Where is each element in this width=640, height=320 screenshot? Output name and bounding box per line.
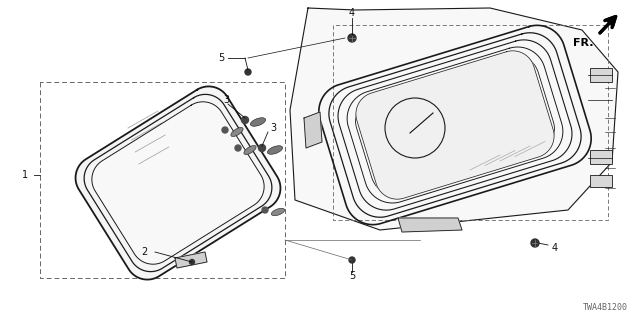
Circle shape xyxy=(241,116,248,124)
Circle shape xyxy=(235,145,241,151)
Polygon shape xyxy=(175,252,207,268)
Polygon shape xyxy=(398,218,462,232)
Ellipse shape xyxy=(231,127,243,137)
Text: TWA4B1200: TWA4B1200 xyxy=(583,303,628,312)
Circle shape xyxy=(189,260,195,265)
Polygon shape xyxy=(347,47,563,203)
Bar xyxy=(590,175,612,187)
Circle shape xyxy=(349,257,355,263)
Ellipse shape xyxy=(250,118,266,126)
Polygon shape xyxy=(92,102,264,264)
Circle shape xyxy=(259,145,266,151)
Text: 5: 5 xyxy=(349,271,355,281)
Polygon shape xyxy=(290,8,618,230)
Ellipse shape xyxy=(244,146,256,155)
Text: 3: 3 xyxy=(270,123,276,133)
Text: 5: 5 xyxy=(218,53,224,63)
Circle shape xyxy=(222,127,228,133)
Text: FR.: FR. xyxy=(573,38,594,48)
Ellipse shape xyxy=(268,146,283,154)
Ellipse shape xyxy=(271,208,285,216)
Text: 3: 3 xyxy=(223,95,229,105)
Text: 4: 4 xyxy=(349,8,355,18)
Text: 1: 1 xyxy=(22,170,28,180)
Circle shape xyxy=(348,34,356,42)
Text: 4: 4 xyxy=(552,243,558,253)
Text: 2: 2 xyxy=(141,247,148,257)
Bar xyxy=(590,150,612,164)
Circle shape xyxy=(531,239,539,247)
Circle shape xyxy=(262,207,268,213)
Circle shape xyxy=(245,69,251,75)
Polygon shape xyxy=(356,51,554,199)
Polygon shape xyxy=(76,86,280,280)
Polygon shape xyxy=(304,112,322,148)
Bar xyxy=(590,68,612,82)
